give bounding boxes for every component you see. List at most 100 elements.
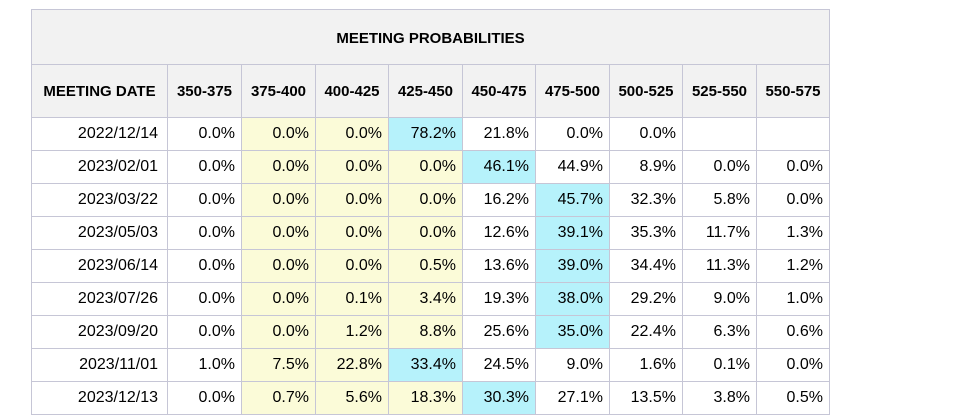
column-header-meeting-date: MEETING DATE	[31, 64, 168, 118]
probability-cell: 0.5%	[756, 381, 830, 415]
probability-cell: 0.1%	[315, 282, 389, 316]
probability-cell: 0.0%	[167, 381, 242, 415]
column-header-525-550: 525-550	[682, 64, 757, 118]
meeting-probabilities-table: MEETING PROBABILITIES MEETING DATE 350-37…	[31, 9, 830, 415]
column-header-400-425: 400-425	[315, 64, 389, 118]
probability-cell: 38.0%	[535, 282, 610, 316]
probability-cell: 0.0%	[167, 117, 242, 151]
table-row: 2023/05/03 0.0% 0.0% 0.0% 0.0% 12.6% 39.1% 35.3…	[31, 216, 830, 250]
probability-cell: 7.5%	[241, 348, 316, 382]
probability-cell: 30.3%	[462, 381, 536, 415]
meeting-date-cell: 2023/03/22	[31, 183, 168, 217]
probability-cell: 0.0%	[315, 117, 389, 151]
probability-cell: 0.0%	[167, 216, 242, 250]
probability-cell: 18.3%	[388, 381, 463, 415]
probability-cell: 32.3%	[609, 183, 683, 217]
probability-cell: 35.3%	[609, 216, 683, 250]
probability-cell: 0.0%	[682, 150, 757, 184]
probability-cell	[756, 117, 830, 151]
probability-cell: 11.7%	[682, 216, 757, 250]
probability-cell: 1.0%	[167, 348, 242, 382]
probability-cell: 39.0%	[535, 249, 610, 283]
column-header-500-525: 500-525	[609, 64, 683, 118]
probability-cell: 3.8%	[682, 381, 757, 415]
probability-cell: 9.0%	[535, 348, 610, 382]
probability-cell: 78.2%	[388, 117, 463, 151]
probability-cell: 35.0%	[535, 315, 610, 349]
column-header-350-375: 350-375	[167, 64, 242, 118]
probability-cell: 0.0%	[388, 150, 463, 184]
probability-cell: 1.2%	[756, 249, 830, 283]
probability-cell: 0.0%	[167, 150, 242, 184]
table-row: 2023/12/13 0.0% 0.7% 5.6% 18.3% 30.3% 27.1% 13.…	[31, 381, 830, 415]
probability-cell: 13.5%	[609, 381, 683, 415]
probability-cell	[682, 117, 757, 151]
table-row: 2023/02/01 0.0% 0.0% 0.0% 0.0% 46.1% 44.9% 8.9%…	[31, 150, 830, 184]
probability-cell: 27.1%	[535, 381, 610, 415]
probability-cell: 0.0%	[756, 183, 830, 217]
meeting-date-cell: 2023/05/03	[31, 216, 168, 250]
probability-cell: 45.7%	[535, 183, 610, 217]
column-header-475-500: 475-500	[535, 64, 610, 118]
meeting-date-cell: 2022/12/14	[31, 117, 168, 151]
probability-cell: 22.8%	[315, 348, 389, 382]
probability-cell: 0.0%	[756, 150, 830, 184]
probability-cell: 0.0%	[609, 117, 683, 151]
probability-cell: 0.0%	[241, 315, 316, 349]
probability-cell: 0.0%	[241, 216, 316, 250]
table-row: 2023/06/14 0.0% 0.0% 0.0% 0.5% 13.6% 39.0% 34.4…	[31, 249, 830, 283]
probability-cell: 44.9%	[535, 150, 610, 184]
probability-cell: 3.4%	[388, 282, 463, 316]
probability-cell: 1.2%	[315, 315, 389, 349]
meeting-date-cell: 2023/07/26	[31, 282, 168, 316]
probability-cell: 39.1%	[535, 216, 610, 250]
column-header-425-450: 425-450	[388, 64, 463, 118]
probability-cell: 29.2%	[609, 282, 683, 316]
probability-cell: 22.4%	[609, 315, 683, 349]
probability-cell: 0.0%	[315, 249, 389, 283]
meeting-date-cell: 2023/02/01	[31, 150, 168, 184]
probability-cell: 8.9%	[609, 150, 683, 184]
probability-cell: 5.6%	[315, 381, 389, 415]
probability-cell: 34.4%	[609, 249, 683, 283]
column-header-375-400: 375-400	[241, 64, 316, 118]
probability-cell: 0.0%	[388, 216, 463, 250]
meeting-date-cell: 2023/11/01	[31, 348, 168, 382]
probability-cell: 6.3%	[682, 315, 757, 349]
probability-cell: 46.1%	[462, 150, 536, 184]
probability-cell: 0.0%	[167, 249, 242, 283]
probability-cell: 9.0%	[682, 282, 757, 316]
meeting-date-cell: 2023/09/20	[31, 315, 168, 349]
probability-cell: 8.8%	[388, 315, 463, 349]
column-header-row: MEETING DATE 350-375 375-400 400-425 425-450…	[31, 64, 830, 118]
probability-cell: 0.0%	[535, 117, 610, 151]
probability-cell: 5.8%	[682, 183, 757, 217]
probability-cell: 0.0%	[241, 117, 316, 151]
probability-cell: 0.0%	[756, 348, 830, 382]
probability-cell: 0.0%	[315, 183, 389, 217]
probability-cell: 24.5%	[462, 348, 536, 382]
probability-cell: 19.3%	[462, 282, 536, 316]
probability-cell: 1.3%	[756, 216, 830, 250]
probability-cell: 21.8%	[462, 117, 536, 151]
probability-cell: 0.0%	[241, 150, 316, 184]
table-row: 2023/11/01 1.0% 7.5% 22.8% 33.4% 24.5% 9.0% 1.6…	[31, 348, 830, 382]
probability-cell: 13.6%	[462, 249, 536, 283]
probability-cell: 0.0%	[241, 183, 316, 217]
probability-cell: 0.0%	[167, 183, 242, 217]
probability-cell: 33.4%	[388, 348, 463, 382]
table-row: 2023/03/22 0.0% 0.0% 0.0% 0.0% 16.2% 45.7% 32.3…	[31, 183, 830, 217]
probability-cell: 0.0%	[241, 282, 316, 316]
meeting-date-cell: 2023/12/13	[31, 381, 168, 415]
column-header-550-575: 550-575	[756, 64, 830, 118]
table-row: 2023/09/20 0.0% 0.0% 1.2% 8.8% 25.6% 35.0% 22.4…	[31, 315, 830, 349]
probability-cell: 0.1%	[682, 348, 757, 382]
table-row: 2023/07/26 0.0% 0.0% 0.1% 3.4% 19.3% 38.0% 29.2…	[31, 282, 830, 316]
meeting-date-cell: 2023/06/14	[31, 249, 168, 283]
probability-cell: 1.0%	[756, 282, 830, 316]
probability-cell: 0.0%	[167, 282, 242, 316]
table-row: 2022/12/14 0.0% 0.0% 0.0% 78.2% 21.8% 0.0% 0.0%	[31, 117, 830, 151]
probability-cell: 0.6%	[756, 315, 830, 349]
probability-cell: 0.0%	[388, 183, 463, 217]
table-body: 2022/12/14 0.0% 0.0% 0.0% 78.2% 21.8% 0.0% 0.0%…	[31, 117, 830, 415]
